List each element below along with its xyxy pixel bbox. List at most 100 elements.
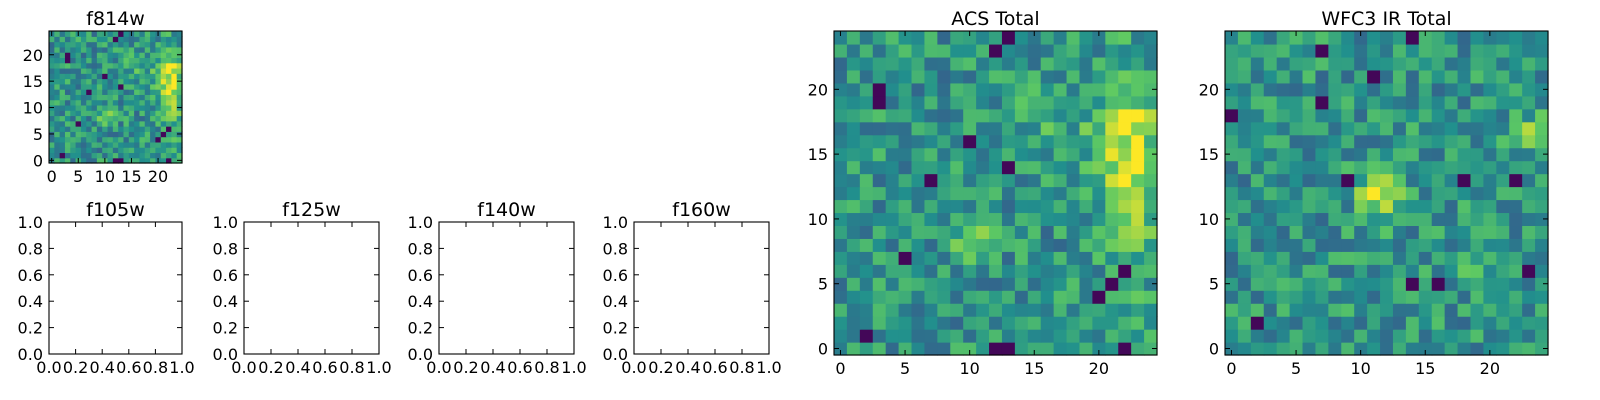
heatmap-cell — [1053, 199, 1068, 214]
heatmap-cell — [1354, 160, 1368, 175]
heatmap-cell — [1470, 31, 1484, 45]
heatmap-cell — [102, 73, 109, 80]
heatmap-cell — [1380, 212, 1394, 226]
heatmap-cell — [123, 52, 130, 58]
heatmap-cell — [155, 62, 162, 69]
heatmap-cell — [1118, 31, 1132, 45]
heatmap-cell — [1470, 82, 1484, 97]
heatmap-cell — [112, 152, 119, 159]
heatmap-cell — [86, 115, 93, 122]
heatmap-cell — [1066, 199, 1081, 214]
heatmap-cell — [1315, 303, 1329, 317]
heatmap-cell — [1118, 134, 1132, 149]
heatmap-cell — [80, 83, 87, 90]
heatmap-cell — [1483, 329, 1497, 343]
heatmap-cell — [128, 115, 135, 122]
heatmap-cell — [1431, 303, 1446, 317]
heatmap-cell — [75, 131, 82, 138]
heatmap-cell — [989, 225, 1003, 239]
heatmap-cell — [96, 104, 103, 111]
heatmap-cell — [134, 131, 141, 138]
heatmap-cell — [144, 52, 151, 58]
heatmap-cell — [1289, 121, 1304, 136]
heatmap-cell — [86, 104, 93, 111]
heatmap-cell — [49, 62, 55, 69]
heatmap-cell — [1522, 251, 1536, 265]
heatmap-cell — [937, 316, 951, 330]
heatmap-cell — [846, 342, 861, 356]
heatmap-cell — [1328, 121, 1342, 136]
heatmap-cell — [80, 46, 87, 53]
heatmap-cell — [963, 160, 977, 175]
heatmap-cell — [75, 41, 82, 48]
heatmap-cell — [1392, 290, 1407, 304]
heatmap-cell — [1118, 121, 1132, 136]
heatmap-cell — [1535, 95, 1549, 110]
heatmap-cell — [950, 238, 964, 252]
heatmap-cell — [150, 104, 156, 111]
heatmap-cell — [1341, 69, 1355, 84]
heatmap-cell — [1457, 43, 1472, 58]
heatmap-cell — [1027, 342, 1042, 356]
heatmap-cell — [834, 186, 848, 201]
heatmap-cell — [1405, 212, 1420, 226]
heatmap-cell — [1040, 147, 1055, 162]
heatmap-cell — [75, 52, 82, 58]
heatmap-cell — [1225, 95, 1239, 110]
heatmap-cell — [1276, 199, 1291, 214]
heatmap-cell — [1225, 316, 1239, 330]
heatmap-cell — [1328, 251, 1342, 265]
heatmap-cell — [1289, 329, 1304, 343]
heatmap-cell — [1001, 108, 1016, 123]
heatmap-cell — [64, 147, 71, 154]
heatmap-cell — [102, 136, 109, 143]
heatmap-cell — [872, 31, 887, 45]
heatmap-cell — [1315, 290, 1329, 304]
heatmap-cell — [1066, 277, 1081, 291]
heatmap-cell — [1237, 303, 1252, 317]
heatmap-cell — [989, 264, 1003, 278]
heatmap-cell — [1014, 186, 1029, 201]
heatmap-cell — [1418, 225, 1433, 239]
heatmap-cell — [1392, 329, 1407, 343]
heatmap-cell — [1496, 199, 1510, 214]
heatmap-cell — [976, 329, 990, 343]
heatmap-cell — [937, 290, 951, 304]
heatmap-cell — [1144, 147, 1158, 162]
heatmap-cell — [118, 120, 125, 127]
heatmap-cell — [924, 82, 938, 97]
heatmap-cell — [1053, 264, 1068, 278]
heatmap-cell — [107, 73, 114, 80]
heatmap-cell — [937, 108, 951, 123]
heatmap-cell — [1105, 212, 1119, 226]
heatmap-cell — [139, 57, 146, 64]
heatmap-cell — [1105, 290, 1119, 304]
heatmap-cell — [963, 251, 977, 265]
heatmap-cell — [1263, 329, 1278, 343]
heatmap-cell — [911, 160, 926, 175]
heatmap-cell — [150, 62, 156, 69]
x-tick-label: 0.0 — [36, 358, 61, 377]
heatmap-cell — [937, 264, 951, 278]
heatmap-cell — [1014, 43, 1029, 58]
heatmap-cell — [166, 41, 172, 48]
heatmap-cell — [1509, 173, 1523, 188]
heatmap-cell — [49, 99, 55, 106]
heatmap-cell — [150, 83, 156, 90]
heatmap-cell — [1276, 225, 1291, 239]
heatmap-cell — [86, 126, 93, 132]
heatmap-cell — [75, 115, 82, 122]
heatmap-cell — [1444, 251, 1459, 265]
x-tick-label: 0.2 — [63, 358, 88, 377]
heatmap-cell — [1522, 147, 1536, 162]
heatmap-cell — [1027, 186, 1042, 201]
x-tick-label: 10 — [959, 359, 979, 378]
heatmap-cell — [898, 147, 913, 162]
heatmap-cell — [59, 67, 66, 74]
heatmap-cell — [898, 316, 913, 330]
heatmap-cell — [1001, 186, 1016, 201]
heatmap-cell — [911, 43, 926, 58]
heatmap-cell — [70, 78, 77, 85]
heatmap-cell — [1118, 173, 1132, 188]
heatmap-cell — [70, 110, 77, 117]
